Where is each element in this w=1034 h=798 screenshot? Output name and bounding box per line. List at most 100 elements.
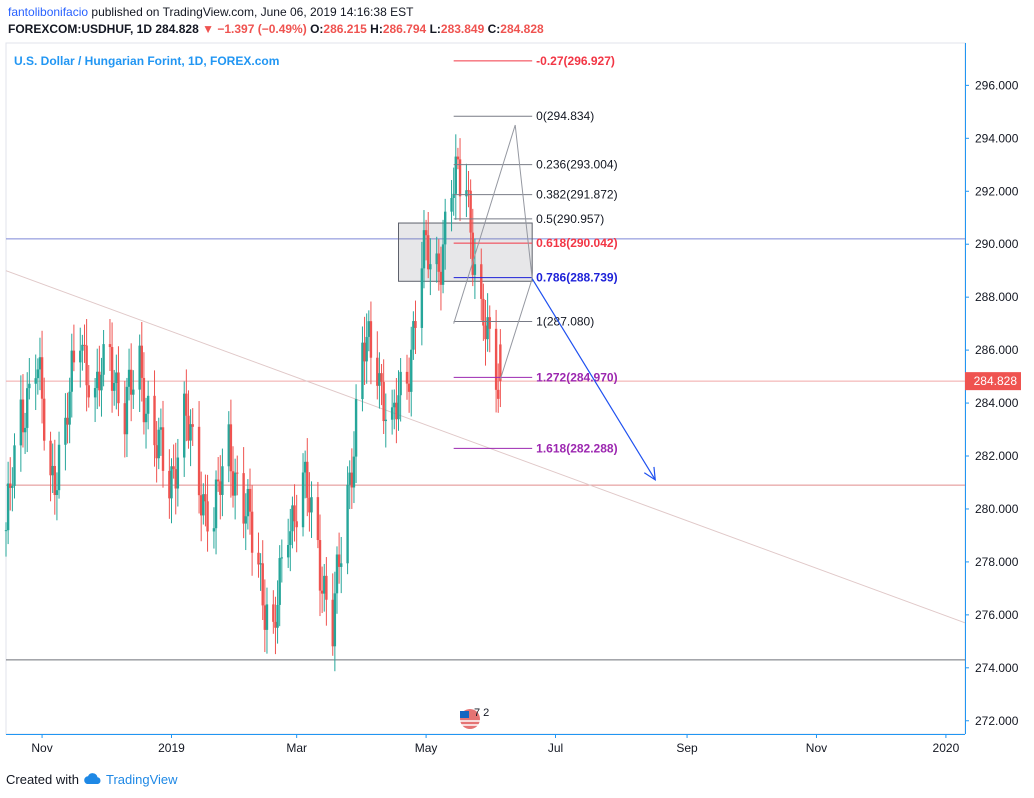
candle bbox=[361, 326, 364, 412]
candle-body bbox=[467, 190, 470, 192]
y-tick-label-5: 282.000 bbox=[975, 449, 1019, 463]
candle bbox=[378, 352, 381, 409]
candle-body bbox=[452, 193, 455, 199]
candle bbox=[155, 421, 158, 483]
author-link[interactable]: fantolibonifacio bbox=[8, 5, 89, 19]
candle bbox=[189, 409, 192, 467]
y-tick-label-2: 276.000 bbox=[975, 608, 1019, 622]
candle bbox=[26, 372, 29, 453]
candle-body bbox=[397, 395, 400, 420]
zone bbox=[398, 222, 533, 282]
candle-body bbox=[115, 372, 118, 383]
candle-body bbox=[34, 378, 37, 384]
candle bbox=[471, 208, 474, 287]
current-price: 284.828 bbox=[155, 22, 199, 36]
candle bbox=[144, 397, 148, 449]
candle-body bbox=[422, 230, 426, 269]
candle-body bbox=[289, 531, 292, 546]
candle-body bbox=[331, 599, 334, 647]
candle bbox=[248, 468, 252, 535]
candle-body bbox=[407, 383, 411, 392]
candle-body bbox=[323, 575, 326, 594]
candle bbox=[23, 412, 27, 454]
candle bbox=[308, 472, 311, 532]
candle bbox=[456, 147, 460, 170]
candle-body bbox=[21, 399, 25, 433]
candle-body bbox=[250, 511, 254, 553]
candle-body bbox=[435, 253, 438, 265]
candle-body bbox=[276, 604, 279, 628]
tradingview-brand[interactable]: TradingView bbox=[106, 772, 178, 787]
candle bbox=[161, 400, 165, 488]
candle-body bbox=[454, 156, 457, 194]
chart-title: U.S. Dollar / Hungarian Forint, 1D, FORE… bbox=[14, 54, 279, 68]
high-value: 286.794 bbox=[382, 22, 427, 36]
candle-body bbox=[187, 415, 190, 441]
y-tick-label-3: 278.000 bbox=[975, 555, 1019, 569]
created-with-text: Created with bbox=[6, 772, 79, 787]
y-tick-label-11: 294.000 bbox=[975, 131, 1019, 145]
candle-body bbox=[465, 190, 468, 197]
candle bbox=[325, 557, 328, 626]
candle bbox=[261, 540, 264, 620]
candle-body bbox=[229, 424, 233, 472]
candle-body bbox=[117, 372, 120, 404]
candle-body bbox=[325, 575, 328, 600]
candle bbox=[310, 481, 313, 538]
candle-body bbox=[127, 369, 131, 387]
chart-pane[interactable]: U.S. Dollar / Hungarian Forint, 1D, FORE… bbox=[4, 42, 966, 735]
candle bbox=[499, 329, 502, 408]
candle-body bbox=[441, 244, 445, 285]
candle-body bbox=[83, 344, 86, 346]
x-tick-label-6: Nov bbox=[806, 741, 827, 755]
candle bbox=[259, 553, 262, 591]
candle-body bbox=[261, 563, 264, 606]
candle-body bbox=[49, 440, 52, 476]
close-label: C: bbox=[487, 22, 501, 36]
candle bbox=[140, 321, 143, 402]
candle bbox=[85, 319, 88, 412]
candle bbox=[278, 545, 281, 627]
candle-body bbox=[66, 417, 69, 425]
candle bbox=[108, 319, 112, 372]
candle bbox=[206, 474, 209, 552]
candle bbox=[117, 346, 120, 417]
candle-body bbox=[168, 470, 171, 499]
candle bbox=[6, 461, 10, 545]
candle-body bbox=[102, 344, 105, 375]
candle-body bbox=[87, 385, 90, 398]
candle bbox=[467, 170, 470, 208]
candle bbox=[87, 365, 90, 408]
candle-body bbox=[361, 342, 364, 400]
fib-label-6: 0.786(288.739) bbox=[536, 271, 617, 285]
time-axis[interactable]: Nov 2019 Mar May Jul Sep Nov 2020 bbox=[6, 734, 965, 755]
candle bbox=[384, 393, 387, 448]
candle-body bbox=[206, 501, 209, 532]
candle-body bbox=[443, 211, 447, 245]
open-value: 286.215 bbox=[323, 22, 367, 36]
candle-body bbox=[293, 505, 296, 522]
candle-body bbox=[57, 444, 61, 491]
candle-body bbox=[437, 253, 441, 272]
candle bbox=[497, 363, 500, 413]
publish-info: fantolibonifacio published on TradingVie… bbox=[8, 5, 413, 19]
candle bbox=[146, 380, 150, 430]
publish-text: published on TradingView.com, June 06, 2… bbox=[91, 5, 414, 19]
y-tick-label-12: 296.000 bbox=[975, 78, 1019, 92]
pane-frame bbox=[5, 42, 966, 735]
candle bbox=[274, 596, 277, 655]
candle bbox=[390, 389, 394, 435]
y-tick-label-10: 292.000 bbox=[975, 184, 1019, 198]
candle-body bbox=[183, 393, 186, 458]
candle-body bbox=[212, 528, 216, 532]
candle-body bbox=[280, 557, 284, 559]
candle-body bbox=[399, 371, 402, 396]
candle-body bbox=[382, 381, 385, 422]
triangle-down-icon: ▼ bbox=[202, 22, 214, 36]
candle bbox=[219, 455, 222, 520]
candle bbox=[221, 448, 224, 517]
candle-body bbox=[427, 235, 430, 270]
candle bbox=[38, 337, 42, 391]
candle-body bbox=[295, 521, 298, 528]
